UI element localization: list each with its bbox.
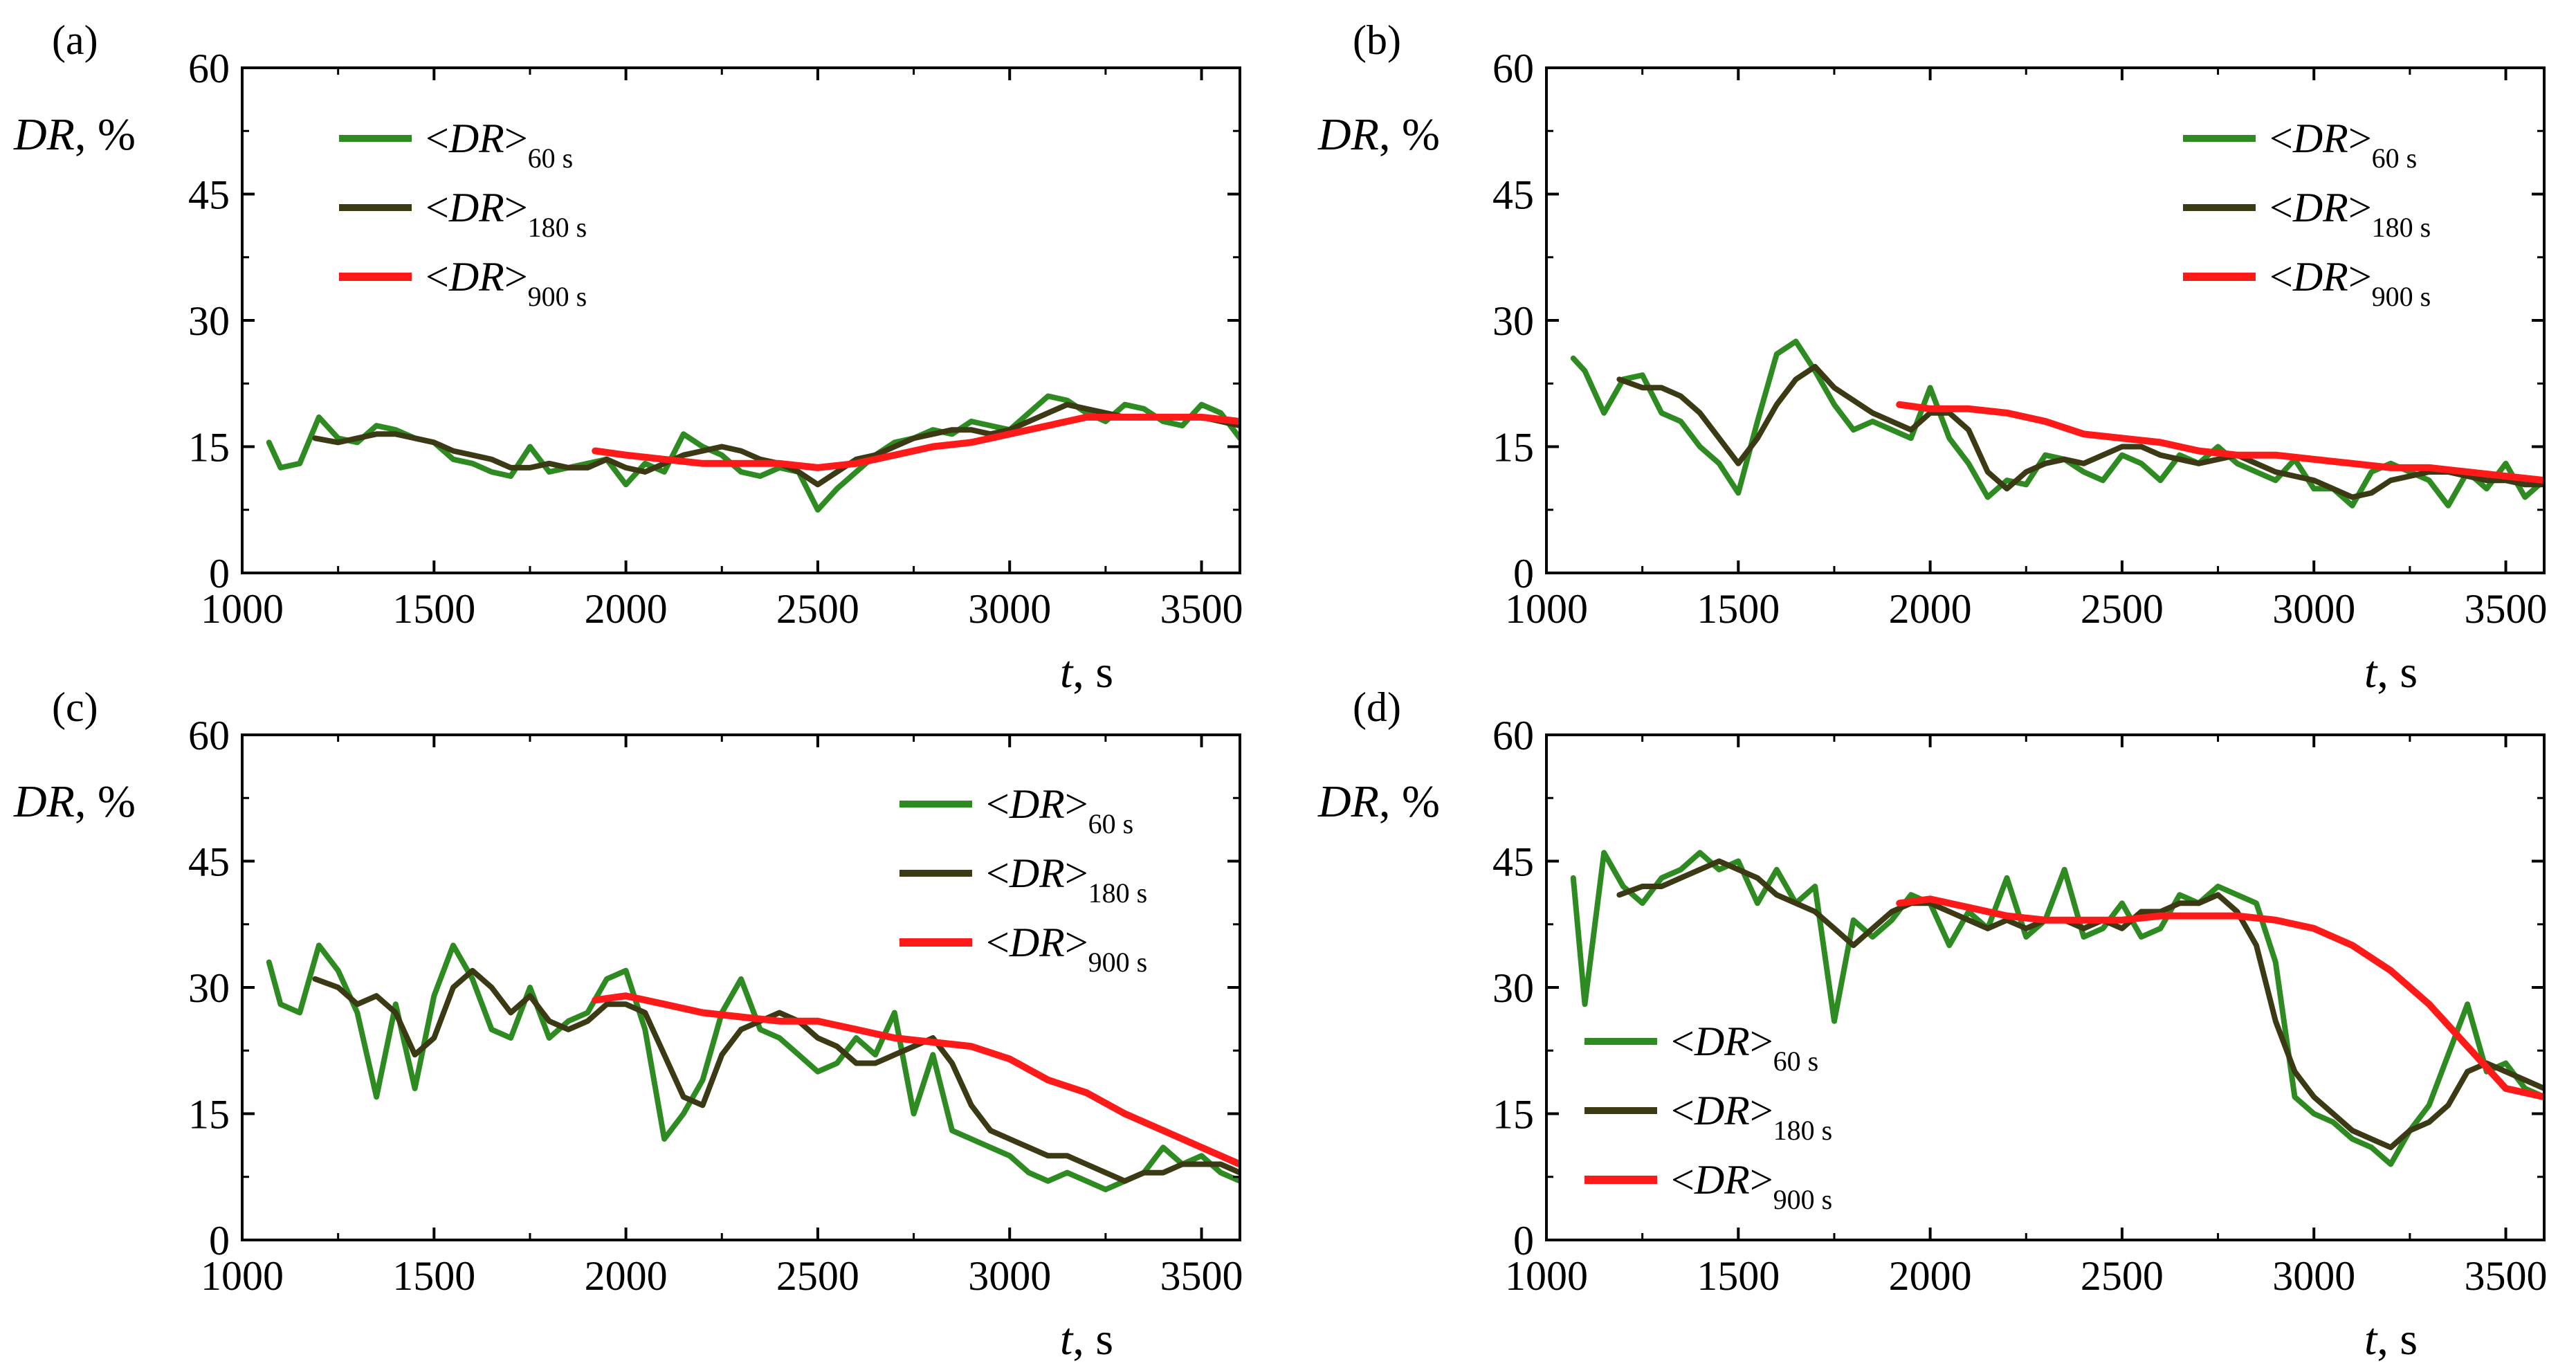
x-tick-label: 3000 [968, 1253, 1051, 1299]
x-tick-label: 2000 [585, 1253, 668, 1299]
y-axis-title: DR, % [1317, 776, 1440, 827]
x-axis-title: t, s [2364, 647, 2418, 697]
y-axis-title: DR, % [1317, 109, 1440, 160]
legend-label: <DR>180 s [2269, 185, 2431, 243]
x-tick-label: 3500 [1160, 1253, 1243, 1299]
legend-label: <DR>180 s [986, 850, 1147, 909]
x-tick-label: 2500 [2081, 1253, 2164, 1299]
panel-1: (a) 0 15 30 45 60 1000 1500 2000 2500 3000 3500 DR, … [13, 17, 1243, 697]
x-tick-label: 1000 [201, 1253, 284, 1299]
series-line-3 [592, 992, 1240, 1168]
y-tick-label: 15 [1492, 1092, 1534, 1138]
y-tick-label: 60 [1492, 46, 1534, 91]
series-line-3 [592, 413, 1240, 471]
y-tick-label: 15 [188, 1092, 230, 1138]
y-tick-label: 15 [1492, 425, 1534, 471]
legend-label: <DR>900 s [1671, 1157, 1832, 1215]
panel-label: (d) [1353, 684, 1401, 730]
y-tick-label: 30 [1492, 298, 1534, 344]
series-line-2 [312, 967, 1240, 1184]
y-tick-label: 30 [188, 298, 230, 344]
x-tick-label: 1500 [392, 586, 475, 632]
y-tick-label: 60 [1492, 713, 1534, 758]
x-tick-label: 1000 [1505, 586, 1588, 632]
y-axis-title: DR, % [13, 109, 136, 160]
y-tick-label: 0 [209, 1218, 230, 1264]
x-axis-title: t, s [1060, 647, 1113, 697]
legend-label: <DR>180 s [1671, 1088, 1832, 1146]
x-tick-label: 2500 [776, 586, 859, 632]
legend: <DR>60 s <DR>180 s <DR>900 s [2183, 116, 2431, 312]
x-tick-label: 2500 [776, 1253, 859, 1299]
y-tick-label: 15 [188, 425, 230, 471]
y-axis-title: DR, % [13, 776, 136, 827]
legend-label: <DR>60 s [426, 116, 573, 174]
legend-label: <DR>60 s [986, 781, 1133, 839]
panel-label: (a) [52, 17, 98, 63]
y-tick-label: 0 [1513, 1218, 1534, 1264]
x-tick-label: 1500 [1697, 586, 1780, 632]
legend-label: <DR>900 s [986, 920, 1147, 978]
legend: <DR>60 s <DR>180 s <DR>900 s [1584, 1019, 1832, 1215]
panel-label: (c) [52, 684, 98, 730]
x-tick-label: 1500 [1697, 1253, 1780, 1299]
x-tick-label: 3000 [2272, 586, 2355, 632]
y-tick-label: 45 [188, 839, 230, 885]
y-tick-label: 60 [188, 46, 230, 91]
panel-2: (b) 0 15 30 45 60 1000 1500 2000 2500 3000 3500 DR, … [1317, 17, 2548, 697]
series-line-2 [1616, 363, 2544, 500]
panel-3: (c) 0 15 30 45 60 1000 1500 2000 2500 3000 3500 DR, … [13, 684, 1243, 1365]
y-tick-label: 45 [1492, 172, 1534, 218]
series-line-2 [1616, 858, 2544, 1151]
x-tick-label: 1000 [1505, 1253, 1588, 1299]
x-tick-label: 3000 [968, 586, 1051, 632]
series-line-1 [266, 942, 1240, 1192]
x-tick-label: 1500 [392, 1253, 475, 1299]
panel-4: (d) 0 15 30 45 60 1000 1500 2000 2500 3000 3500 DR, … [1317, 684, 2548, 1365]
legend-label: <DR>60 s [1671, 1019, 1818, 1077]
legend-label: <DR>180 s [426, 185, 587, 243]
y-tick-label: 30 [188, 965, 230, 1011]
y-tick-label: 45 [188, 172, 230, 218]
x-tick-label: 3500 [1160, 586, 1243, 632]
y-tick-label: 30 [1492, 965, 1534, 1011]
y-tick-label: 0 [209, 551, 230, 596]
x-tick-label: 3500 [2465, 586, 2548, 632]
panel-label: (b) [1353, 17, 1401, 63]
x-tick-label: 3000 [2272, 1253, 2355, 1299]
x-tick-label: 2000 [1889, 1253, 1972, 1299]
legend: <DR>60 s <DR>180 s <DR>900 s [339, 116, 587, 312]
plot-frame [241, 66, 1241, 574]
x-tick-label: 2000 [1889, 586, 1972, 632]
y-tick-label: 0 [1513, 551, 1534, 596]
x-tick-label: 2500 [2081, 586, 2164, 632]
legend-label: <DR>900 s [2269, 254, 2431, 312]
x-tick-label: 1000 [201, 586, 284, 632]
x-axis-title: t, s [1060, 1314, 1113, 1365]
x-tick-label: 3500 [2465, 1253, 2548, 1299]
y-tick-label: 60 [188, 713, 230, 758]
legend: <DR>60 s <DR>180 s <DR>900 s [899, 781, 1147, 978]
x-axis-title: t, s [2364, 1314, 2418, 1365]
series-line-3 [1896, 401, 2544, 484]
legend-label: <DR>900 s [426, 254, 587, 312]
legend-label: <DR>60 s [2269, 116, 2417, 174]
series-line-3 [1896, 895, 2544, 1101]
y-tick-label: 45 [1492, 839, 1534, 885]
x-tick-label: 2000 [585, 586, 668, 632]
